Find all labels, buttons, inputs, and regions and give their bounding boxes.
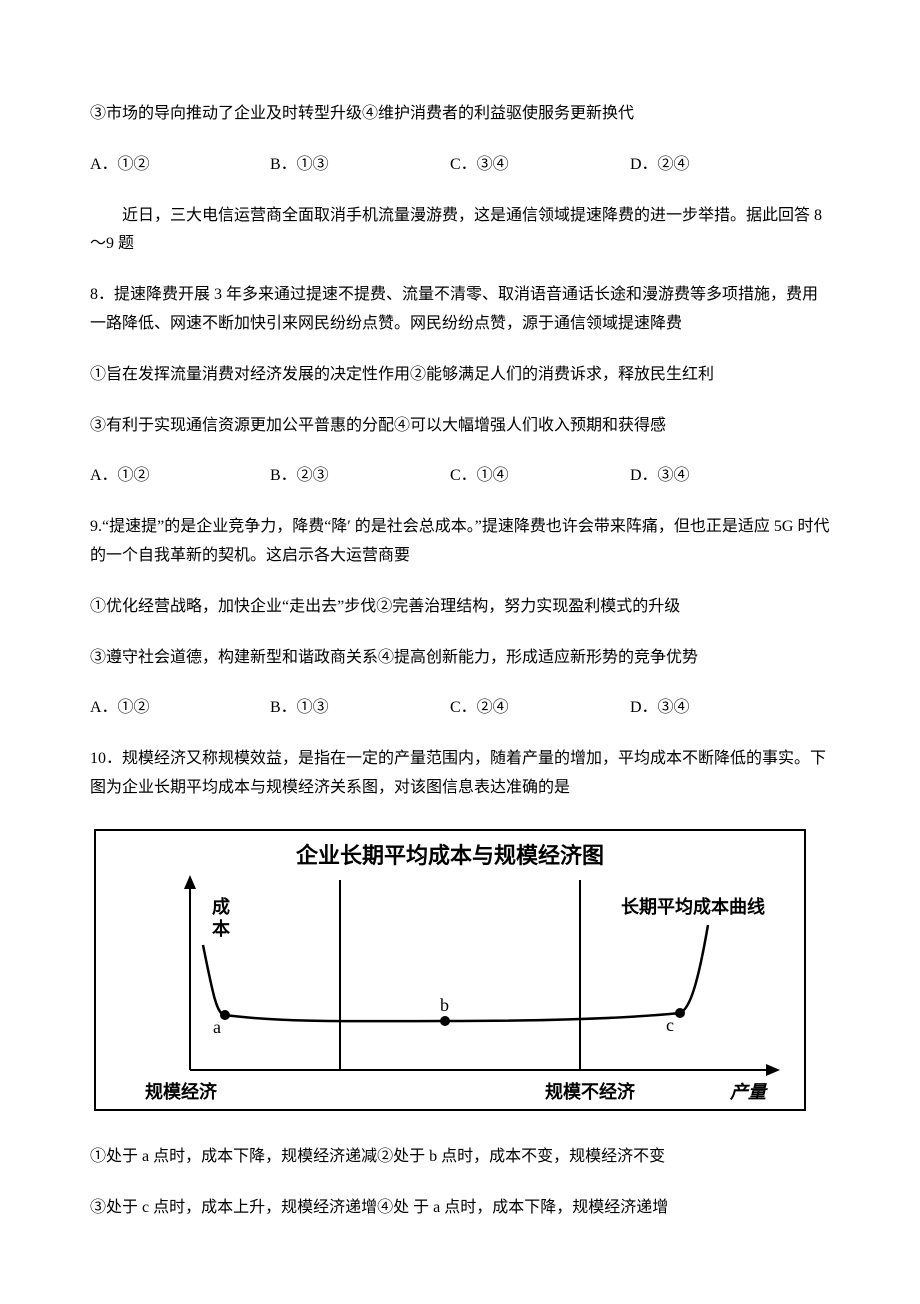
- q9-stem: 9.“提速提”的是企业竞争力，降费“降′ 的是社会总成本。”提速降费也许会带来阵…: [90, 513, 830, 571]
- q9-option-b: B．①③: [270, 694, 450, 723]
- svg-text:c: c: [666, 1015, 674, 1035]
- svg-text:长期平均成本曲线: 长期平均成本曲线: [621, 896, 765, 917]
- svg-text:产量: 产量: [729, 1082, 768, 1102]
- q10-statements-3-4: ③处于 c 点时，成本上升，规模经济递增④处 于 a 点时，成本下降，规模经济递…: [90, 1194, 830, 1223]
- q10-statements-1-2: ①处于 a 点时，成本下降，规模经济递减②处于 b 点时，成本不变，规模经济不变: [90, 1143, 830, 1172]
- q7-option-d: D．②④: [630, 151, 690, 180]
- q7-option-a: A．①②: [90, 151, 270, 180]
- intro-8-9: 近日，三大电信运营商全面取消手机流量漫游费，这是通信领域提速降费的进一步举措。据…: [90, 202, 830, 260]
- svg-text:a: a: [213, 1017, 221, 1037]
- q9-statements-1-2: ①优化经营战略，加快企业“走出去”步伐②完善治理结构，努力实现盈利模式的升级: [90, 593, 830, 622]
- q7-option-c: C．③④: [450, 151, 630, 180]
- q9-statements-3-4: ③遵守社会道德，构建新型和谐政商关系④提高创新能力，形成适应新形势的竞争优势: [90, 644, 830, 673]
- q8-option-d: D．③④: [630, 462, 690, 491]
- svg-text:规模经济: 规模经济: [145, 1081, 218, 1102]
- q9-option-c: C．②④: [450, 694, 630, 723]
- q8-stem: 8．提速降费开展 3 年多来通过提速不提费、流量不清零、取消语音通话长途和漫游费…: [90, 281, 830, 339]
- svg-text:规模不经济: 规模不经济: [545, 1081, 636, 1102]
- q8-option-b: B．②③: [270, 462, 450, 491]
- q10-stem: 10．规模经济又称规模效益，是指在一定的产量范围内，随着产量的增加，平均成本不断…: [90, 745, 830, 803]
- q8-statements-3-4: ③有利于实现通信资源更加公平普惠的分配④可以大幅增强人们收入预期和获得感: [90, 412, 830, 441]
- q8-option-c: C．①④: [450, 462, 630, 491]
- q9-option-d: D．③④: [630, 694, 690, 723]
- q7-statements: ③市场的导向推动了企业及时转型升级④维护消费者的利益驱使服务更新换代: [90, 100, 830, 129]
- svg-text:本: 本: [212, 918, 230, 939]
- q8-options: A．①② B．②③ C．①④ D．③④: [90, 462, 830, 491]
- svg-text:企业长期平均成本与规模经济图: 企业长期平均成本与规模经济图: [295, 843, 604, 868]
- q9-option-a: A．①②: [90, 694, 270, 723]
- q7-options: A．①② B．①③ C．③④ D．②④: [90, 151, 830, 180]
- cost-scale-chart: 企业长期平均成本与规模经济图成本 长期平均成本曲线 a b c 规模经济 规模不经济 产量: [90, 825, 830, 1115]
- svg-text:成: 成: [212, 896, 230, 917]
- q8-statements-1-2: ①旨在发挥流量消费对经济发展的决定性作用②能够满足人们的消费诉求，释放民生红利: [90, 361, 830, 390]
- q7-option-b: B．①③: [270, 151, 450, 180]
- svg-text:b: b: [440, 995, 449, 1015]
- chart-svg: 企业长期平均成本与规模经济图成本 长期平均成本曲线 a b c 规模经济 规模不经济 产量: [90, 825, 810, 1115]
- q8-option-a: A．①②: [90, 462, 270, 491]
- q9-options: A．①② B．①③ C．②④ D．③④: [90, 694, 830, 723]
